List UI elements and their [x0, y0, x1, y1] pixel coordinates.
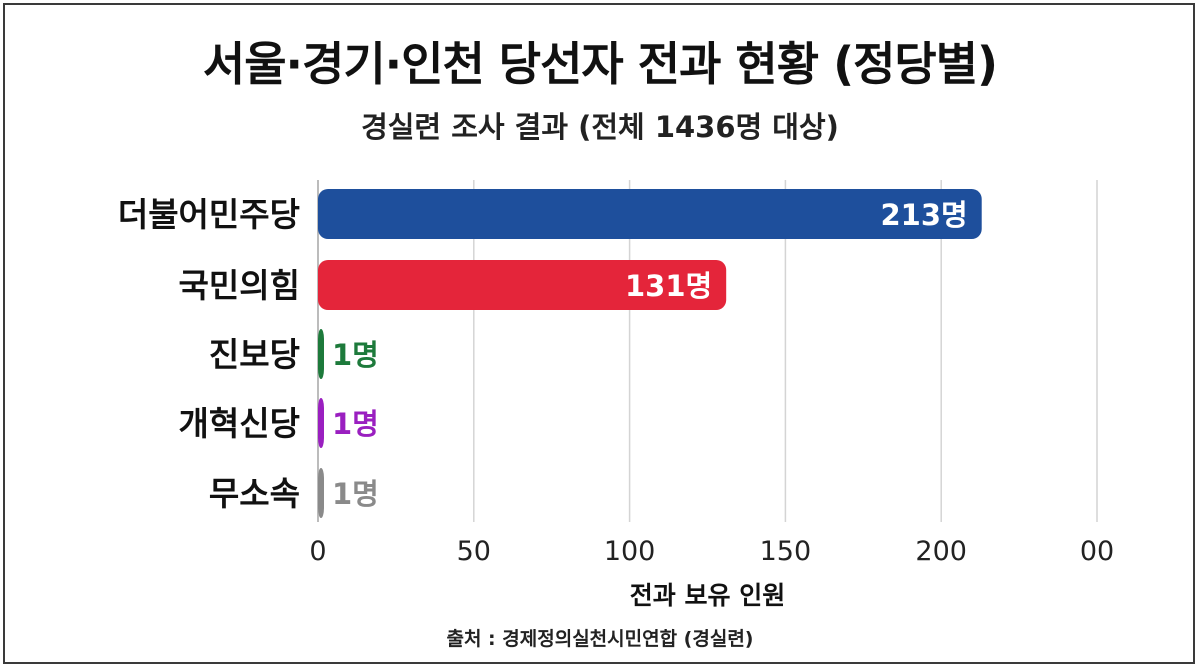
bar-5 — [318, 468, 324, 518]
x-tick-label: 00 — [1080, 536, 1114, 567]
source-note: 출처 : 경제정의실천시민연합 (경실련) — [446, 628, 754, 650]
x-tick-label: 50 — [457, 536, 491, 567]
x-tick-label: 200 — [915, 536, 967, 567]
value-label: 131명 — [625, 269, 712, 303]
chart-subtitle: 경실련 조사 결과 (전체 1436명 대상) — [361, 110, 839, 144]
bar-2 — [318, 260, 727, 310]
value-label: 213명 — [880, 198, 967, 232]
x-axis-label: 전과 보유 인원 — [630, 581, 785, 610]
value-label: 1명 — [332, 477, 379, 511]
value-label: 1명 — [332, 407, 379, 441]
chart-frame — [3, 3, 1195, 664]
bar-4 — [318, 398, 324, 448]
category-label: 국민의힘 — [179, 266, 300, 305]
bar-3 — [318, 329, 324, 379]
category-label: 개혁신당 — [179, 404, 300, 443]
x-tick-label: 0 — [309, 536, 326, 567]
category-label: 무소속 — [209, 474, 300, 513]
category-label: 더불어민주당 — [118, 195, 300, 234]
x-tick-label: 150 — [760, 536, 812, 567]
value-label: 1명 — [332, 338, 379, 372]
bar-1 — [318, 189, 982, 239]
chart-title: 서울·경기·인천 당선자 전과 현황 (정당별) — [202, 37, 998, 91]
category-label: 진보당 — [209, 335, 300, 374]
x-tick-label: 100 — [604, 536, 656, 567]
